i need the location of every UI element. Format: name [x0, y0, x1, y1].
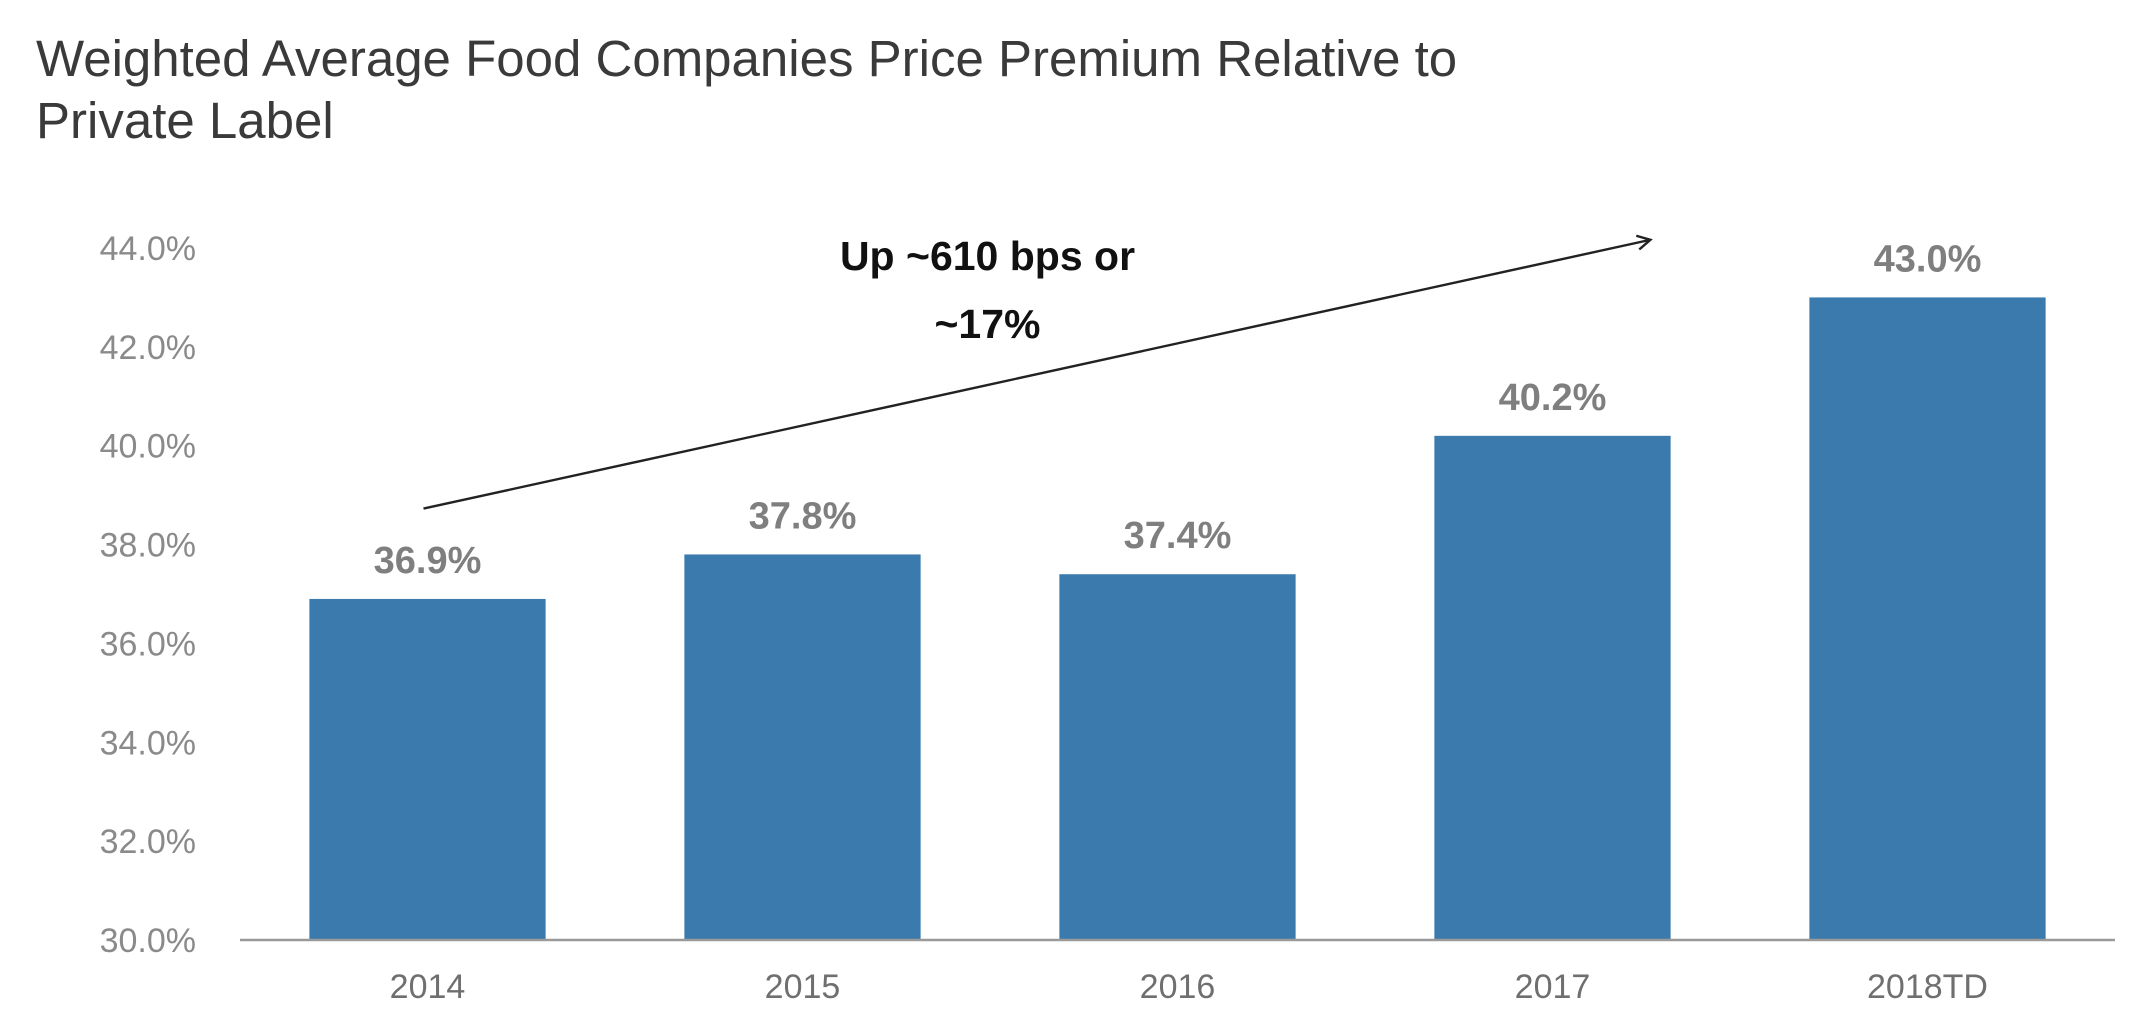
y-tick-label: 40.0% — [100, 428, 196, 466]
annotation-line-2: ~17% — [934, 301, 1040, 347]
y-tick-label: 32.0% — [100, 823, 196, 861]
x-tick-label: 2017 — [1515, 968, 1591, 1006]
y-axis: 30.0% 32.0% 34.0% 36.0% 38.0% 40.0% 42.0% 44.0% — [100, 230, 196, 960]
bar-2017 — [1434, 435, 1671, 940]
x-tick-label: 2015 — [765, 968, 841, 1006]
chart-title-line-2: Private Label — [36, 92, 334, 149]
bar-2016 — [1059, 574, 1296, 940]
y-tick-label: 38.0% — [100, 527, 196, 565]
bar-2015 — [684, 554, 921, 940]
y-tick-label: 42.0% — [100, 329, 196, 367]
bar-2018td — [1809, 297, 2046, 940]
y-tick-label: 34.0% — [100, 724, 196, 762]
y-tick-label: 44.0% — [100, 230, 196, 268]
y-tick-label: 30.0% — [100, 922, 196, 960]
chart-title-line-1: Weighted Average Food Companies Price Pr… — [36, 30, 1458, 87]
data-label: 37.8% — [749, 495, 857, 537]
data-label: 40.2% — [1499, 377, 1607, 419]
annotation-line-1: Up ~610 bps or — [840, 233, 1135, 279]
bar-2014 — [309, 598, 546, 940]
data-label: 37.4% — [1124, 515, 1232, 557]
trend-arrow — [423, 240, 1650, 510]
chart-title: Weighted Average Food Companies Price Pr… — [36, 28, 1936, 152]
bars: 36.9% 37.8% 37.4% 40.2% 43.0% — [309, 238, 2046, 940]
x-tick-label: 2016 — [1140, 968, 1216, 1006]
y-tick-label: 36.0% — [100, 625, 196, 663]
x-tick-label: 2018TD — [1867, 968, 1988, 1006]
growth-annotation: Up ~610 bps or ~17% — [423, 233, 1650, 510]
data-label: 36.9% — [374, 540, 482, 582]
x-axis: 2014 2015 2016 2017 2018TD — [240, 938, 2115, 1006]
x-tick-label: 2014 — [390, 968, 466, 1006]
data-label: 43.0% — [1874, 238, 1982, 280]
